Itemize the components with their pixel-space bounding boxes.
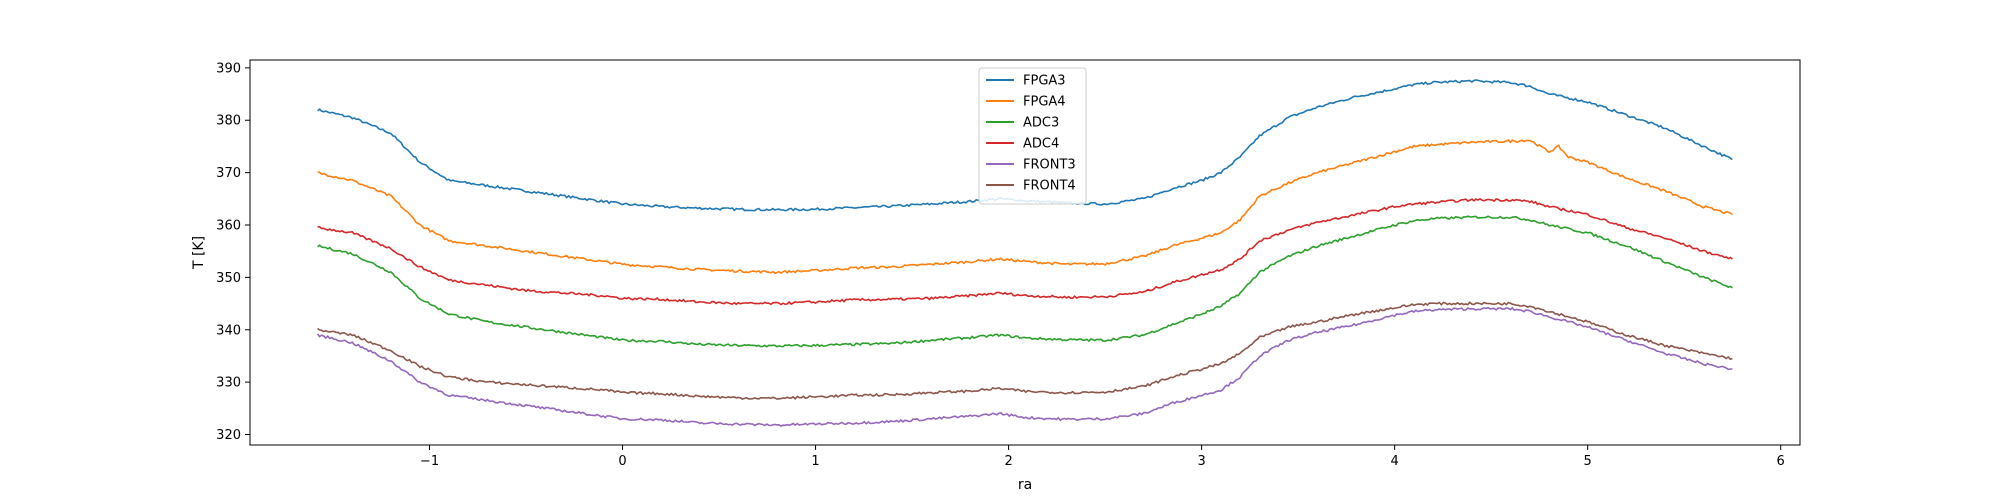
y-tick-label: 360: [216, 219, 241, 234]
plot-frame: [249, 59, 1801, 446]
y-tick-label: 370: [216, 166, 241, 181]
x-tick-label: 3: [1197, 454, 1205, 469]
legend-label: ADC4: [1023, 137, 1059, 152]
legend-label: FRONT3: [1023, 158, 1076, 173]
series-lines: [316, 79, 1733, 427]
x-tick-label: 5: [1584, 454, 1592, 469]
series-line-adc4: [317, 197, 1733, 306]
legend-label: FPGA4: [1023, 95, 1066, 110]
y-axis-label: T [K]: [191, 236, 207, 270]
legend-label: ADC3: [1023, 116, 1059, 131]
x-tick-label: 4: [1391, 454, 1399, 469]
x-axis-ticks: −1 0 1 2 3 4 5 6: [420, 445, 1785, 469]
y-axis-ticks: 320 330 340 350 360 370 380 390: [216, 61, 250, 443]
series-line-adc3: [317, 215, 1733, 348]
series-line-front3: [316, 306, 1733, 427]
y-tick-label: 380: [216, 114, 241, 129]
y-tick-label: 320: [216, 428, 241, 443]
x-tick-label: 1: [811, 454, 819, 469]
x-tick-label: 0: [618, 454, 626, 469]
legend-label: FRONT4: [1023, 179, 1076, 194]
x-tick-label: 2: [1004, 454, 1012, 469]
y-tick-label: 350: [216, 271, 241, 286]
legend: FPGA3 FPGA4 ADC3 ADC4 FRONT3 FRONT4: [978, 67, 1087, 205]
y-tick-label: 340: [216, 323, 241, 338]
x-axis-label: ra: [1018, 477, 1032, 493]
legend-label: FPGA3: [1023, 74, 1066, 89]
y-tick-label: 390: [216, 61, 241, 76]
series-line-front4: [317, 301, 1733, 400]
x-tick-label: 6: [1777, 454, 1785, 469]
y-tick-label: 330: [216, 376, 241, 391]
series-line-fpga4: [317, 139, 1733, 275]
x-tick-label: −1: [420, 454, 439, 469]
